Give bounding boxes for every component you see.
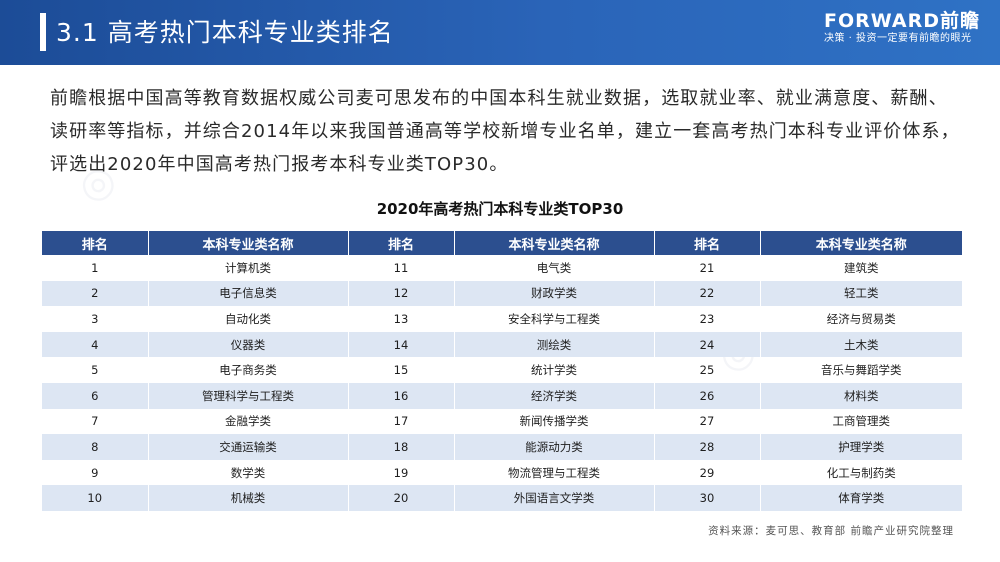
major-name-cell: 能源动力类 [454, 434, 655, 460]
rank-cell: 5 [42, 357, 149, 383]
major-name-cell: 轻工类 [760, 280, 962, 307]
rank-cell: 10 [42, 485, 149, 511]
rank-cell: 1 [42, 255, 149, 281]
major-name-cell: 电子商务类 [148, 357, 349, 383]
table-header-row: 排名 本科专业类名称 排名 本科专业类名称 排名 本科专业类名称 [42, 231, 962, 255]
major-name-cell: 新闻传播学类 [454, 408, 655, 435]
rank-cell: 16 [348, 382, 455, 409]
column-header: 排名 [654, 231, 761, 255]
intro-paragraph: 前瞻根据中国高等教育数据权威公司麦可思发布的中国本科生就业数据，选取就业率、就业… [50, 88, 960, 175]
rank-cell: 29 [654, 459, 761, 486]
major-name-cell: 经济学类 [454, 382, 655, 409]
title-accent-bar [40, 13, 46, 51]
table-title: 2020年高考热门本科专业类TOP30 [376, 200, 624, 218]
table-row: 8 交通运输类 18 能源动力类 28 护理学类 [42, 434, 962, 460]
rank-cell: 28 [654, 434, 761, 460]
table-row: 6 管理科学与工程类 16 经济学类 26 材料类 [42, 382, 962, 409]
major-name-cell: 物流管理与工程类 [454, 459, 655, 486]
rank-cell: 7 [42, 408, 149, 435]
column-header: 本科专业类名称 [454, 231, 655, 255]
rank-cell: 26 [654, 382, 761, 409]
major-name-cell: 工商管理类 [832, 414, 891, 429]
major-name-cell: 电子信息类 [148, 280, 349, 307]
major-name-cell: 财政学类 [454, 280, 655, 307]
rank-cell: 23 [654, 306, 761, 332]
table-row: 5 电子商务类 15 统计学类 25 音乐与舞蹈学类 [42, 357, 962, 383]
rank-cell: 2 [42, 280, 149, 307]
major-name-cell: 护理学类 [760, 434, 962, 460]
rank-cell: 30 [654, 485, 761, 511]
rank-cell: 13 [348, 306, 455, 332]
major-name-cell: 管理科学与工程类 [148, 382, 349, 409]
column-header: 本科专业类名称 [760, 231, 962, 255]
major-name-cell: 建筑类 [844, 260, 879, 275]
rank-cell: 9 [42, 459, 149, 486]
rank-cell: 24 [654, 331, 761, 358]
major-name-cell: 自动化类 [148, 306, 349, 332]
rank-cell: 22 [654, 280, 761, 307]
major-name-cell: 音乐与舞蹈学类 [821, 363, 902, 378]
major-name-cell: 电气类 [454, 255, 655, 281]
major-name-cell: 机械类 [148, 485, 349, 511]
rank-cell: 11 [348, 255, 455, 281]
brand-slogan: 决策 · 投资一定要有前瞻的眼光 [824, 33, 972, 44]
major-name-cell: 材料类 [760, 382, 962, 409]
major-name-cell: 计算机类 [148, 255, 349, 281]
major-name-cell: 化工与制药类 [826, 465, 896, 480]
ranking-table: 排名 本科专业类名称 排名 本科专业类名称 排名 本科专业类名称 1 计算机类 11… [42, 231, 962, 511]
major-name-cell: 交通运输类 [148, 434, 349, 460]
rank-cell: 14 [348, 331, 455, 358]
rank-cell: 21 [654, 255, 761, 281]
rank-cell: 4 [42, 331, 149, 358]
brand-name: FORWARD前瞻 [824, 10, 980, 32]
rank-cell: 17 [348, 408, 455, 435]
major-name-cell: 经济与贸易类 [826, 311, 896, 326]
major-name-cell: 安全科学与工程类 [454, 306, 655, 332]
source-note: 资料来源：麦可思、教育部 前瞻产业研究院整理 [708, 525, 954, 537]
rank-cell: 8 [42, 434, 149, 460]
major-name-cell: 数学类 [148, 459, 349, 486]
table-row: 7 金融学类 17 新闻传播学类 27 工商管理类 [42, 408, 962, 435]
table-row: 9 数学类 19 物流管理与工程类 29 化工与制药类 [42, 459, 962, 486]
table-row: 2 电子信息类 12 财政学类 22 轻工类 [42, 280, 962, 307]
header-banner: 3.1 高考热门本科专业类排名 FORWARD前瞻 决策 · 投资一定要有前瞻的… [0, 0, 1000, 65]
table-row: 3 自动化类 13 安全科学与工程类 23 经济与贸易类 [42, 306, 962, 332]
major-name-cell: 测绘类 [454, 331, 655, 358]
brand-logo: FORWARD前瞻 决策 · 投资一定要有前瞻的眼光 [824, 10, 980, 46]
table-row: 1 计算机类 11 电气类 21 建筑类 [42, 255, 962, 281]
column-header: 本科专业类名称 [148, 231, 349, 255]
rank-cell: 15 [348, 357, 455, 383]
rank-cell: 20 [348, 485, 455, 511]
table-row: 10 机械类 20 外国语言文学类 30 体育学类 [42, 485, 962, 511]
table-row: 4 仪器类 14 测绘类 24 土木类 [42, 331, 962, 358]
major-name-cell: 统计学类 [454, 357, 655, 383]
column-header: 排名 [42, 231, 149, 255]
column-header: 排名 [348, 231, 455, 255]
rank-cell: 19 [348, 459, 455, 486]
major-name-cell: 金融学类 [148, 408, 349, 435]
major-name-cell: 仪器类 [148, 331, 349, 358]
rank-cell: 3 [42, 306, 149, 332]
rank-cell: 18 [348, 434, 455, 460]
rank-cell: 25 [654, 357, 761, 383]
major-name-cell: 土木类 [760, 331, 962, 358]
major-name-cell: 体育学类 [760, 485, 962, 511]
page-title: 3.1 高考热门本科专业类排名 [56, 18, 394, 47]
major-name-cell: 外国语言文学类 [454, 485, 655, 511]
rank-cell: 27 [654, 408, 761, 435]
rank-cell: 6 [42, 382, 149, 409]
rank-cell: 12 [348, 280, 455, 307]
